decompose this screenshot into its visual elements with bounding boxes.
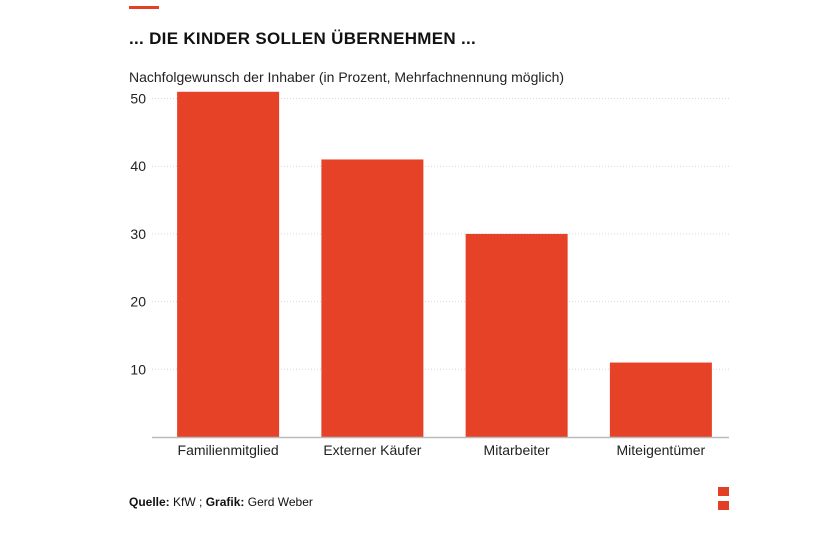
brand-logo	[718, 487, 729, 511]
x-tick-label: Mitarbeiter	[484, 442, 550, 458]
x-tick-label: Miteigentümer	[617, 442, 706, 458]
y-tick-label: 50	[130, 91, 146, 107]
chart-title: ... DIE KINDER SOLLEN ÜBERNEHMEN ...	[129, 29, 477, 48]
y-tick-label: 40	[130, 158, 146, 174]
logo-block-bottom	[718, 501, 729, 510]
y-tick-label: 20	[130, 294, 146, 310]
y-tick-label: 10	[130, 361, 146, 377]
footer-credits: Quelle: KfW ; Grafik: Gerd Weber	[129, 495, 313, 509]
y-tick-label: 30	[130, 226, 146, 242]
accent-rule	[129, 6, 159, 9]
bar	[609, 362, 712, 437]
graphic-value: Gerd Weber	[247, 495, 313, 509]
logo-block-top	[718, 487, 729, 496]
bar	[465, 233, 568, 437]
source-value: KfW ;	[173, 495, 203, 509]
graphic-label: Grafik:	[205, 495, 245, 509]
chart-subtitle: Nachfolgewunsch der Inhaber (in Prozent,…	[129, 69, 565, 85]
bar	[177, 91, 280, 438]
x-tick-label: Familienmitglied	[178, 442, 279, 458]
x-tick-label: Externer Käufer	[323, 442, 421, 458]
bar	[321, 159, 424, 437]
source-label: Quelle:	[129, 495, 170, 509]
